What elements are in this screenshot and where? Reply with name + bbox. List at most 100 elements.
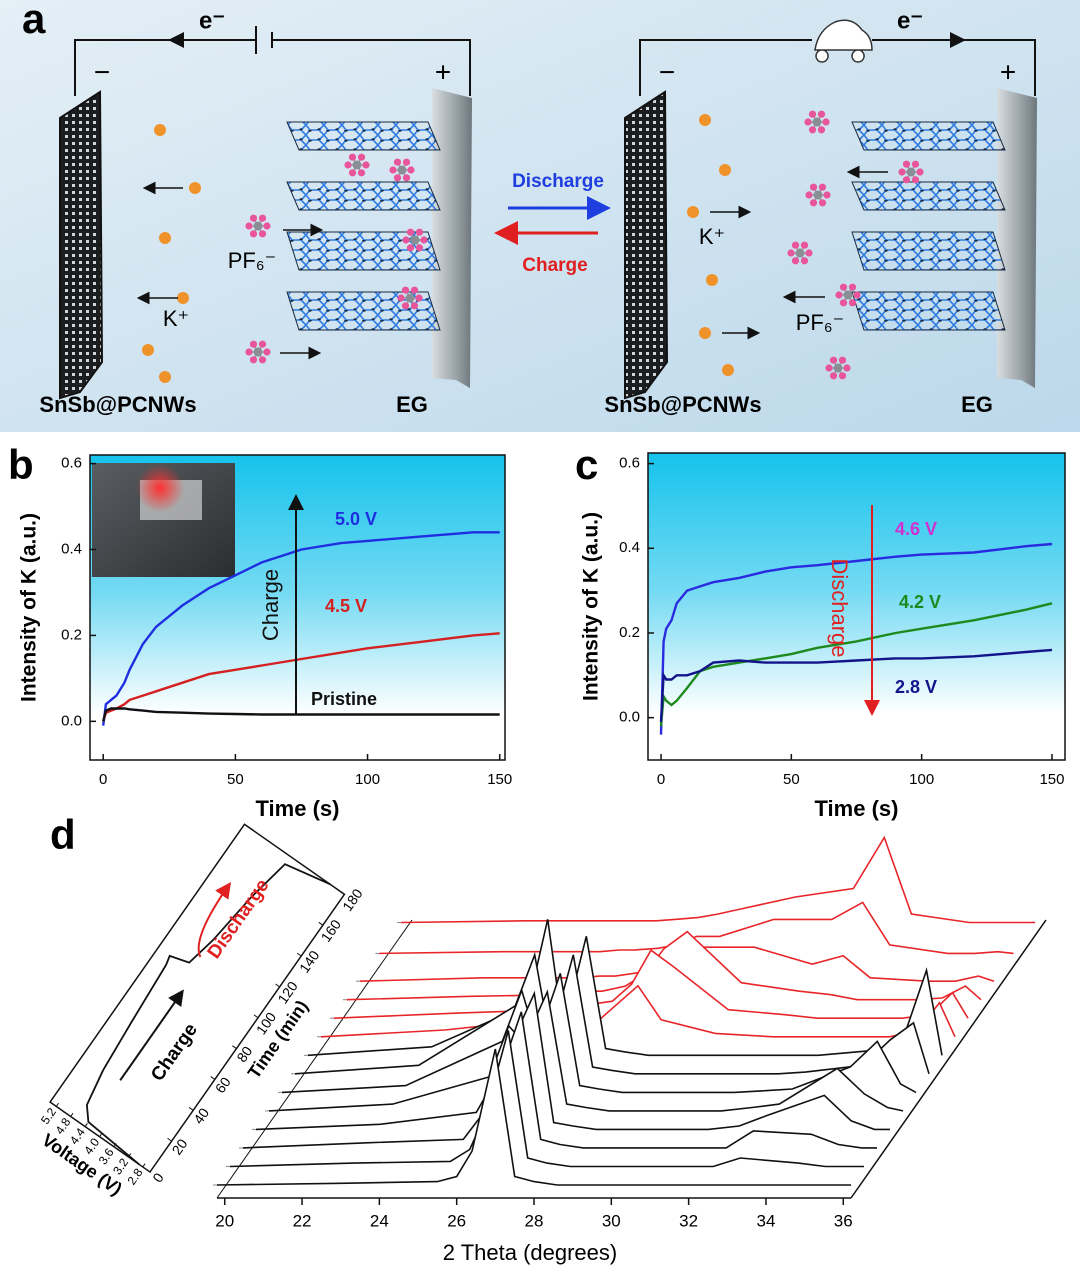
time-tick xyxy=(296,952,302,957)
graphene-layer xyxy=(851,121,1006,151)
anion-label: PF₆⁻ xyxy=(796,310,845,335)
x-tick-label: 20 xyxy=(215,1211,234,1230)
graphene-layer xyxy=(851,291,1006,331)
fluorine xyxy=(911,176,920,184)
y-tick-label: 0.4 xyxy=(619,539,640,556)
y-tick-label: 0.0 xyxy=(61,712,82,729)
phosphorus xyxy=(812,117,822,127)
graphene-layer xyxy=(851,181,1006,211)
fluorine xyxy=(249,214,258,222)
time-tick-label: 180 xyxy=(339,886,366,914)
fluorine xyxy=(902,176,911,184)
fluorine xyxy=(809,199,818,207)
fluorine xyxy=(410,286,419,294)
fluorine xyxy=(348,153,357,161)
fluorine xyxy=(848,299,857,307)
fluorine xyxy=(258,214,267,222)
fluorine xyxy=(787,249,795,257)
potassium-ion xyxy=(699,114,711,126)
graphene-layer xyxy=(286,121,441,151)
fluorine xyxy=(808,110,817,118)
potassium-ion xyxy=(706,274,718,286)
time-tick xyxy=(188,1107,194,1111)
fluorine xyxy=(420,236,428,244)
fluorine xyxy=(829,356,838,364)
time-tick-label: 60 xyxy=(212,1074,234,1096)
fluorine xyxy=(249,340,258,348)
y-axis-label: Intensity of K (a.u.) xyxy=(580,512,603,701)
panel-label: d xyxy=(50,811,76,858)
fluorine xyxy=(344,161,352,169)
potassium-ion xyxy=(189,182,201,194)
phosphorus xyxy=(397,165,407,175)
fluorine xyxy=(393,174,402,182)
fluorine xyxy=(407,166,415,174)
y-tick-label: 0.2 xyxy=(61,626,82,643)
discharge-label: Discharge xyxy=(512,171,604,192)
fluorine xyxy=(818,199,827,207)
fluorine xyxy=(817,126,826,134)
plus-label: + xyxy=(1000,56,1016,87)
voltage-tick xyxy=(84,1123,88,1127)
fluorine xyxy=(348,169,357,177)
discharge-label: Discharge xyxy=(204,875,274,962)
xrd-trace xyxy=(401,835,1036,924)
time-tick-label: 40 xyxy=(190,1105,212,1127)
fluorine xyxy=(258,230,267,238)
potassium-ion xyxy=(687,206,699,218)
fluorine xyxy=(397,294,405,302)
potassium-ion xyxy=(719,164,731,176)
series-line xyxy=(659,648,1053,722)
plot-frame xyxy=(89,454,506,761)
fluorine xyxy=(848,283,857,291)
fluorine xyxy=(393,158,402,166)
discharge-arrow xyxy=(197,882,231,958)
fluorine xyxy=(362,161,370,169)
time-tick xyxy=(253,1014,259,1019)
xrd-trace xyxy=(281,973,917,1094)
fluorine xyxy=(822,118,830,126)
fluorine xyxy=(804,118,812,126)
phosphorus xyxy=(795,248,805,258)
charge-arrow xyxy=(119,989,184,1081)
x-tick-label: 0 xyxy=(99,771,107,788)
trace-cover xyxy=(320,985,955,1037)
x-tick-label: 34 xyxy=(756,1211,775,1230)
x-tick-label: 150 xyxy=(487,771,512,788)
fluorine xyxy=(800,241,809,249)
x-tick-label: 100 xyxy=(909,771,934,788)
cathode-label: EG xyxy=(961,392,993,417)
annotation-label: Discharge xyxy=(827,558,852,657)
potassium-ion xyxy=(699,327,711,339)
fluorine xyxy=(823,191,831,199)
voltage-curve xyxy=(85,863,331,1166)
fluorine xyxy=(825,364,833,372)
x-tick-label: 30 xyxy=(602,1211,621,1230)
wire xyxy=(74,26,471,96)
cation-label: K⁺ xyxy=(163,306,189,331)
x-tick-label: 32 xyxy=(679,1211,698,1230)
fluorine xyxy=(258,356,267,364)
fluorine xyxy=(357,153,366,161)
fluorine xyxy=(898,168,906,176)
x-axis-label: 2 Theta (degrees) xyxy=(443,1240,617,1265)
x-axis-label: Time (s) xyxy=(815,796,899,821)
y-tick-label: 0.6 xyxy=(619,455,640,472)
fluorine xyxy=(839,299,848,307)
x-tick-label: 24 xyxy=(370,1211,389,1230)
potassium-ion xyxy=(154,124,166,136)
cation-label: K⁺ xyxy=(699,224,725,249)
series-label: Pristine xyxy=(311,689,377,709)
fluorine xyxy=(402,158,411,166)
potassium-ion xyxy=(142,344,154,356)
phosphorus xyxy=(906,167,916,177)
anode-mesh xyxy=(624,90,669,400)
voltage-tick xyxy=(142,1163,146,1168)
cathode-plate xyxy=(997,88,1037,388)
fluorine xyxy=(817,110,826,118)
trace-cover xyxy=(333,950,968,1019)
minus-label: − xyxy=(94,56,110,87)
fluorine xyxy=(853,291,861,299)
x-tick-label: 26 xyxy=(447,1211,466,1230)
xrd-trace xyxy=(229,1030,864,1168)
